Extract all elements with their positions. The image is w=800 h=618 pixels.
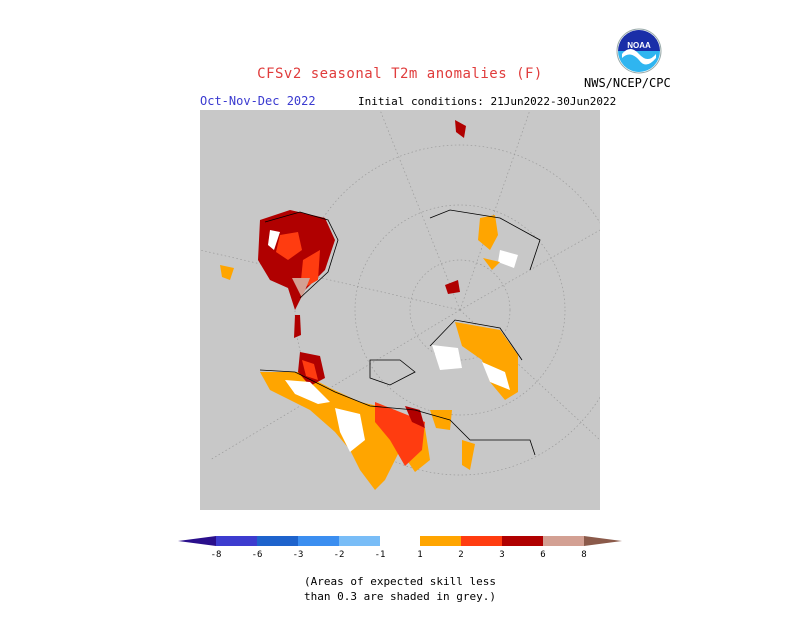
anomaly-map <box>200 110 600 510</box>
season-label: Oct-Nov-Dec 2022 <box>200 94 316 108</box>
region-greenland <box>220 210 339 338</box>
legend-bin-plus3-plus6 <box>502 536 543 546</box>
skill-footnote: (Areas of expected skill less than 0.3 a… <box>300 574 500 604</box>
legend-bin-plus6-plus8 <box>543 536 584 546</box>
skill-footnote-line1: (Areas of expected skill less <box>303 575 497 588</box>
skill-footnote-line2: than 0.3 are shaded in grey.) <box>303 590 497 603</box>
legend-tick: 2 <box>458 550 463 560</box>
noaa-logo: NOAA <box>616 28 662 74</box>
legend-bin-minus3-minus2 <box>298 536 339 546</box>
legend-tick: 6 <box>540 550 545 560</box>
legend-tick: -2 <box>334 550 345 560</box>
legend-tick: 3 <box>499 550 504 560</box>
region-europe <box>429 120 541 294</box>
legend-arrow-above-plus8 <box>584 536 622 546</box>
legend-tick: 1 <box>417 550 422 560</box>
legend-bin-plus2-plus3 <box>461 536 502 546</box>
svg-text:NOAA: NOAA <box>627 41 651 50</box>
legend-bin-plus1-plus2 <box>420 536 461 546</box>
legend-tick: -1 <box>375 550 386 560</box>
legend-tick: -3 <box>293 550 304 560</box>
legend-bin-minus2-minus1 <box>339 536 380 546</box>
agency-label: NWS/NCEP/CPC <box>584 76 671 90</box>
legend-tick: 8 <box>581 550 586 560</box>
legend-bin-neutral <box>380 536 420 546</box>
chart-title: CFSv2 seasonal T2m anomalies (F) <box>257 66 543 82</box>
initial-conditions-label: Initial conditions: 21Jun2022-30Jun2022 <box>358 95 617 108</box>
legend-arrow-below-minus8 <box>178 536 216 546</box>
region-siberia <box>429 319 523 400</box>
legend-bin-minus6-minus3 <box>257 536 298 546</box>
legend-bin-minus8-minus6 <box>216 536 257 546</box>
color-scale-legend: -8 -6 -3 -2 -1 1 2 3 6 8 <box>178 536 622 560</box>
legend-tick: -6 <box>252 550 263 560</box>
legend-tick: -8 <box>211 550 222 560</box>
region-north-america <box>259 352 536 490</box>
